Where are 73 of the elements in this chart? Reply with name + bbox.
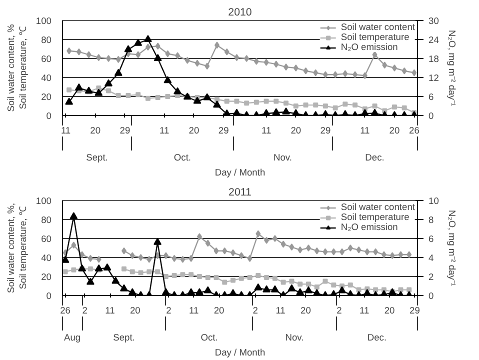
x-tick-label: 11: [261, 126, 272, 136]
x-tick-label: 11: [189, 306, 199, 316]
legend-label: Soil temperature: [340, 32, 410, 42]
x-tick-label: 2: [82, 306, 88, 316]
x-tick-label: 2: [336, 306, 342, 316]
x-tick-label: 29: [120, 126, 130, 136]
text: Aug: [64, 332, 81, 342]
chart-title: 2010: [228, 6, 252, 18]
text: Dec.: [367, 332, 387, 342]
x-tick-label: 11: [276, 306, 286, 316]
y2-tick-label: 18: [428, 54, 439, 64]
text: Nov.: [285, 332, 304, 342]
y2-tick-label: 6: [428, 234, 434, 244]
y2-tick-label: 6: [428, 92, 434, 102]
x-tick-label: 20: [188, 126, 200, 136]
y-tick-label: 40: [41, 253, 52, 263]
y2-tick-label: 10: [428, 196, 439, 206]
y2-tick-label: 12: [428, 73, 439, 83]
legend-label: Soil water content: [340, 202, 415, 212]
legend-label: N₂O emission: [340, 222, 398, 232]
y-tick-label: 0: [46, 111, 52, 121]
legend-label: Soil temperature: [340, 212, 410, 222]
x-tick-label: 2: [252, 306, 258, 316]
y2-tick-label: 8: [428, 215, 434, 225]
x-tick-label: 29: [410, 306, 420, 316]
y-tick-label: 100: [36, 196, 52, 206]
y2-tick-label: 0: [428, 111, 434, 121]
y-tick-label: 80: [41, 35, 52, 45]
x-tick-label: 20: [290, 126, 302, 136]
text: Oct.: [174, 152, 192, 162]
y-tick-label: 20: [41, 92, 52, 102]
y-tick-label: 60: [41, 234, 52, 244]
text: Sept.: [86, 152, 108, 162]
y-tick-label: 20: [41, 272, 52, 282]
y-tick-label: 40: [41, 73, 52, 83]
text: Sept.: [113, 332, 135, 342]
y2-axis-title: N₂O, mg m⁻² day⁻¹: [446, 210, 457, 286]
y-tick-label: 100: [36, 16, 52, 26]
y2-tick-label: 4: [428, 253, 434, 263]
x-tick-label: 29: [218, 126, 229, 136]
y-axis-title: Soil water content, %, Soil temperature, ℃: [6, 202, 28, 294]
legend-label: N₂O emission: [340, 42, 398, 52]
x-tick-label: 20: [90, 126, 101, 136]
x-tick-label: 11: [160, 126, 170, 136]
y2-tick-label: 0: [428, 291, 434, 301]
chart-title: 2011: [228, 186, 252, 198]
x-axis-title: Day / Month: [214, 348, 266, 358]
x-tick-label: 11: [360, 306, 370, 316]
x-tick-label: 26: [409, 126, 420, 136]
x-tick-label: 11: [105, 306, 115, 316]
x-tick-label: 20: [130, 306, 140, 316]
y2-tick-label: 2: [428, 272, 434, 282]
text: Nov.: [273, 152, 292, 162]
x-tick-label: 2: [166, 306, 172, 316]
y2-tick-label: 24: [428, 35, 439, 45]
legend-label: Soil water content: [340, 22, 415, 32]
x-tick-label: 20: [389, 126, 400, 136]
x-tick-label: 20: [384, 306, 395, 316]
text: Dec.: [365, 152, 384, 162]
x-tick-label: 29: [320, 126, 331, 136]
x-tick-label: 11: [60, 126, 71, 136]
y-tick-label: 0: [46, 291, 52, 301]
x-axis-title: Day / Month: [214, 168, 266, 178]
y-tick-label: 60: [41, 54, 52, 64]
x-tick-label: 20: [300, 306, 311, 316]
x-tick-label: 20: [214, 306, 224, 316]
y-axis-title: Soil water content, % Soil temperature, ℃: [6, 24, 28, 112]
x-tick-label: 26: [60, 306, 70, 316]
y2-tick-label: 30: [428, 16, 439, 26]
y-tick-label: 80: [41, 215, 52, 225]
text: Oct.: [200, 332, 218, 342]
y2-axis-title: N₂O, mg m⁻² day⁻¹: [446, 30, 457, 106]
x-tick-label: 11: [360, 126, 370, 136]
